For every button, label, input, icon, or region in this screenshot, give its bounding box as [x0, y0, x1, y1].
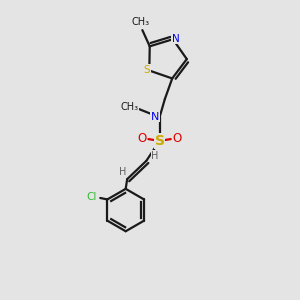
Text: H: H — [152, 151, 159, 160]
Text: S: S — [154, 134, 165, 148]
Text: Cl: Cl — [87, 192, 97, 202]
Text: N: N — [151, 112, 159, 122]
Text: H: H — [119, 167, 126, 177]
Text: CH₃: CH₃ — [121, 102, 139, 112]
Text: O: O — [137, 132, 146, 145]
Text: O: O — [172, 132, 182, 145]
Text: S: S — [144, 65, 150, 75]
Text: CH₃: CH₃ — [132, 17, 150, 27]
Text: N: N — [172, 34, 180, 44]
